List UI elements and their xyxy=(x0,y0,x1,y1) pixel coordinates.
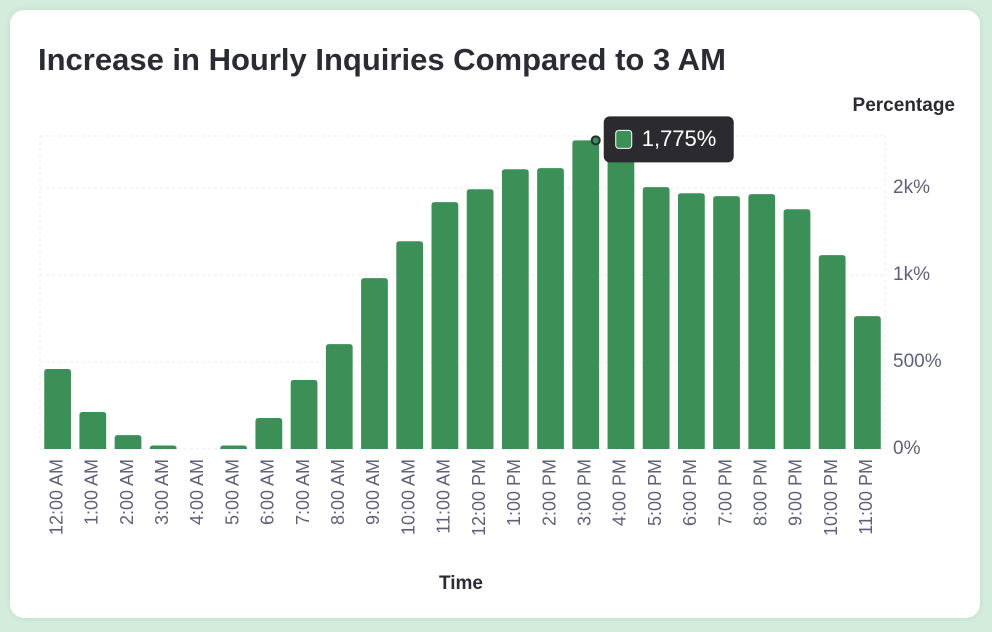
x-tick-label: 8:00 AM xyxy=(328,459,348,525)
x-tick-label: 9:00 AM xyxy=(363,459,383,525)
y-tick-label: 1k% xyxy=(893,264,930,285)
bar xyxy=(783,209,811,449)
x-tick-label: 5:00 PM xyxy=(645,459,665,526)
bar xyxy=(149,445,177,449)
x-tick-label: 9:00 PM xyxy=(786,459,806,526)
x-tick-label: 2:00 AM xyxy=(117,459,137,525)
bar xyxy=(220,445,248,449)
chart-title: Increase in Hourly Inquiries Compared to… xyxy=(38,42,726,77)
x-tick-label: 1:00 PM xyxy=(504,459,524,526)
card xyxy=(10,10,980,618)
x-tick-label: 4:00 PM xyxy=(610,459,630,526)
x-tick-label: 12:00 PM xyxy=(469,459,489,536)
bar xyxy=(44,369,71,449)
x-tick-label: 3:00 PM xyxy=(574,459,594,526)
x-tick-label: 4:00 AM xyxy=(187,459,207,525)
tooltip-label: 1,775% xyxy=(642,126,717,151)
x-tick-label: 12:00 AM xyxy=(46,459,66,535)
x-axis-label: Time xyxy=(439,573,483,594)
bar xyxy=(677,193,705,449)
x-tick-label: 1:00 AM xyxy=(82,459,102,525)
x-tick-label: 3:00 AM xyxy=(152,459,172,525)
x-tick-label: 5:00 AM xyxy=(222,459,242,525)
bar xyxy=(501,169,529,450)
bar xyxy=(854,316,881,449)
bar xyxy=(607,153,635,449)
y-tick-label: 500% xyxy=(893,351,942,372)
bar xyxy=(818,255,846,449)
bar xyxy=(748,194,776,449)
bar xyxy=(325,344,353,449)
tooltip-dot xyxy=(590,135,601,146)
y-axis-label: Percentage xyxy=(853,95,955,116)
tooltip-swatch xyxy=(615,129,633,149)
bar xyxy=(466,189,494,449)
y-tick-label: 0% xyxy=(893,438,921,459)
x-tick-label: 6:00 PM xyxy=(680,459,700,526)
bar xyxy=(396,241,424,449)
x-tick-label: 8:00 PM xyxy=(751,459,771,526)
tooltip-box xyxy=(603,116,734,163)
bar xyxy=(255,418,283,449)
x-tick-label: 10:00 PM xyxy=(821,459,841,536)
bar xyxy=(361,278,388,449)
bar xyxy=(114,435,142,449)
bar xyxy=(431,202,459,449)
x-tick-label: 11:00 AM xyxy=(434,459,454,534)
bar xyxy=(79,411,107,449)
x-tick-label: 10:00 AM xyxy=(398,459,418,535)
x-tick-label: 7:00 AM xyxy=(293,459,313,525)
bar xyxy=(642,187,670,449)
x-tick-label: 11:00 PM xyxy=(856,459,876,535)
bar xyxy=(537,168,564,450)
bar xyxy=(713,196,740,449)
y-tick-label: 2k% xyxy=(893,177,930,198)
x-tick-label: 2:00 PM xyxy=(539,459,559,526)
bar xyxy=(290,379,318,449)
x-tick-label: 7:00 PM xyxy=(715,459,735,526)
bar xyxy=(572,140,600,449)
x-tick-label: 6:00 AM xyxy=(258,459,278,525)
